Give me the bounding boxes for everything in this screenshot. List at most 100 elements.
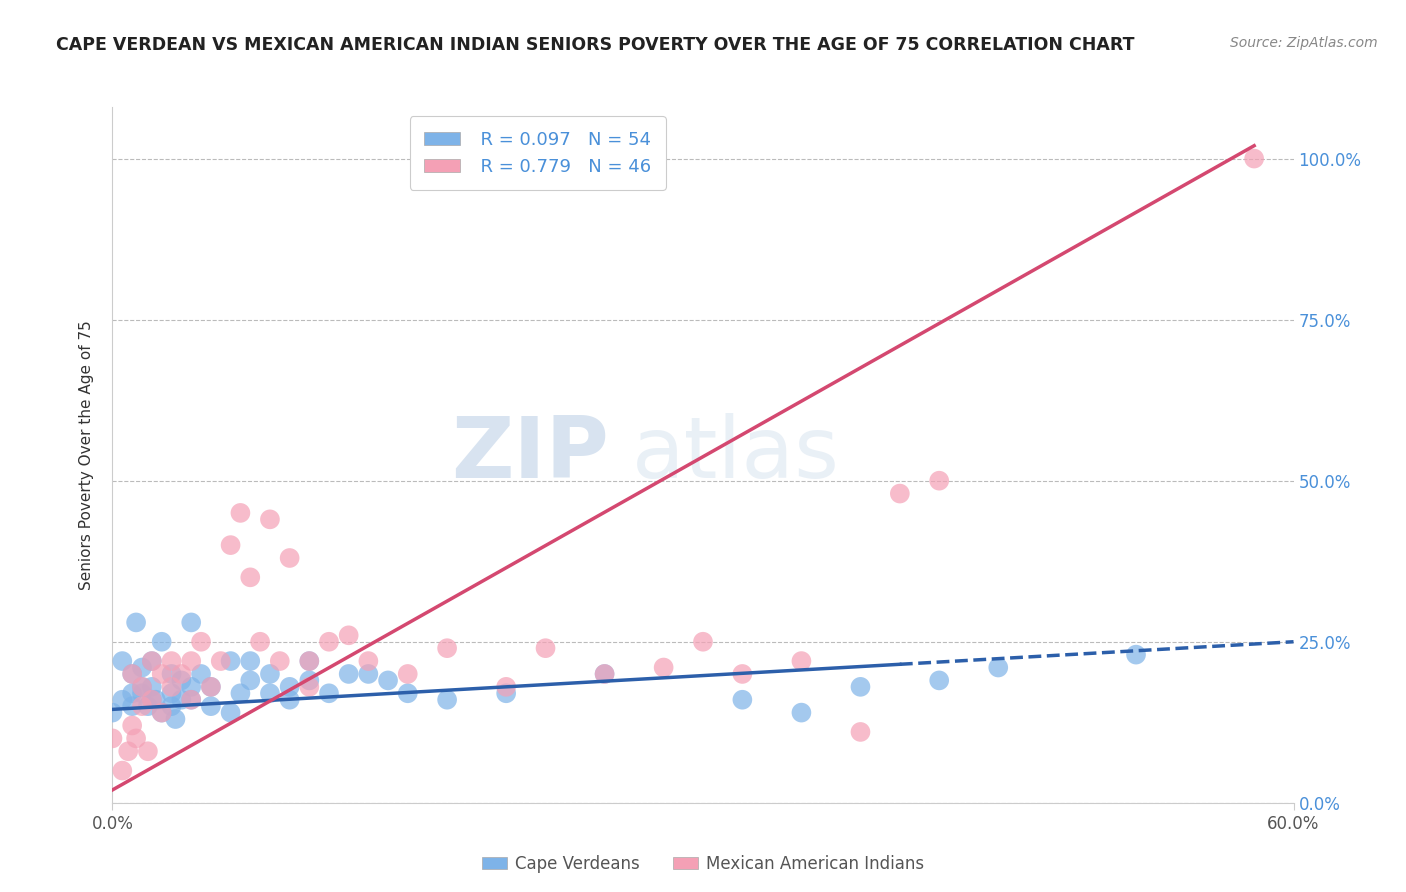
Point [160,699,183,714]
Point [209,654,232,668]
Point [160,680,183,694]
Point [849,680,872,694]
Y-axis label: Seniors Poverty Over the Age of 75: Seniors Poverty Over the Age of 75 [79,320,94,590]
Point [269,654,291,668]
Point [259,667,281,681]
Point [150,706,173,720]
Point [131,680,153,694]
Point [692,634,714,648]
Point [1243,152,1265,166]
Point [101,706,124,720]
Point [136,699,159,714]
Point [239,570,262,584]
Text: atlas: atlas [633,413,841,497]
Point [180,654,202,668]
Point [180,680,202,694]
Point [200,699,222,714]
Point [121,686,143,700]
Point [160,654,183,668]
Point [436,641,458,656]
Point [125,615,148,630]
Point [790,654,813,668]
Point [495,680,517,694]
Point [495,686,517,700]
Legend: Cape Verdeans, Mexican American Indians: Cape Verdeans, Mexican American Indians [475,848,931,880]
Point [987,660,1010,674]
Legend:   R = 0.097   N = 54,   R = 0.779   N = 46: R = 0.097 N = 54, R = 0.779 N = 46 [409,116,665,190]
Point [731,692,754,706]
Point [170,673,193,688]
Point [239,673,262,688]
Point [357,667,380,681]
Point [121,699,143,714]
Point [190,634,212,648]
Point [593,667,616,681]
Point [145,692,167,706]
Point [117,744,139,758]
Text: CAPE VERDEAN VS MEXICAN AMERICAN INDIAN SENIORS POVERTY OVER THE AGE OF 75 CORRE: CAPE VERDEAN VS MEXICAN AMERICAN INDIAN … [56,36,1135,54]
Point [141,692,163,706]
Point [219,538,242,552]
Point [436,692,458,706]
Point [396,686,419,700]
Point [652,660,675,674]
Point [200,680,222,694]
Point [396,667,419,681]
Point [150,667,173,681]
Point [180,692,202,706]
Point [170,692,193,706]
Point [170,667,193,681]
Point [180,692,202,706]
Point [849,725,872,739]
Text: Source: ZipAtlas.com: Source: ZipAtlas.com [1230,36,1378,50]
Point [219,706,242,720]
Point [111,654,134,668]
Point [101,731,124,746]
Point [160,667,183,681]
Point [593,667,616,681]
Point [534,641,557,656]
Point [337,628,360,642]
Point [180,615,202,630]
Point [165,712,187,726]
Point [131,699,153,714]
Point [790,706,813,720]
Point [318,686,340,700]
Point [150,706,173,720]
Point [141,680,163,694]
Point [229,686,252,700]
Point [229,506,252,520]
Point [125,731,148,746]
Point [131,686,153,700]
Point [190,667,212,681]
Point [337,667,360,681]
Point [111,764,134,778]
Point [889,486,911,500]
Point [131,680,153,694]
Point [219,654,242,668]
Point [141,654,163,668]
Point [278,692,301,706]
Point [136,744,159,758]
Text: ZIP: ZIP [451,413,609,497]
Point [111,692,134,706]
Point [239,654,262,668]
Point [150,634,173,648]
Point [318,634,340,648]
Point [278,551,301,566]
Point [141,692,163,706]
Point [121,667,143,681]
Point [298,673,321,688]
Point [131,660,153,674]
Point [928,673,950,688]
Point [357,654,380,668]
Point [928,474,950,488]
Point [731,667,754,681]
Point [121,667,143,681]
Point [278,680,301,694]
Point [121,718,143,732]
Point [298,654,321,668]
Point [249,634,271,648]
Point [259,686,281,700]
Point [298,654,321,668]
